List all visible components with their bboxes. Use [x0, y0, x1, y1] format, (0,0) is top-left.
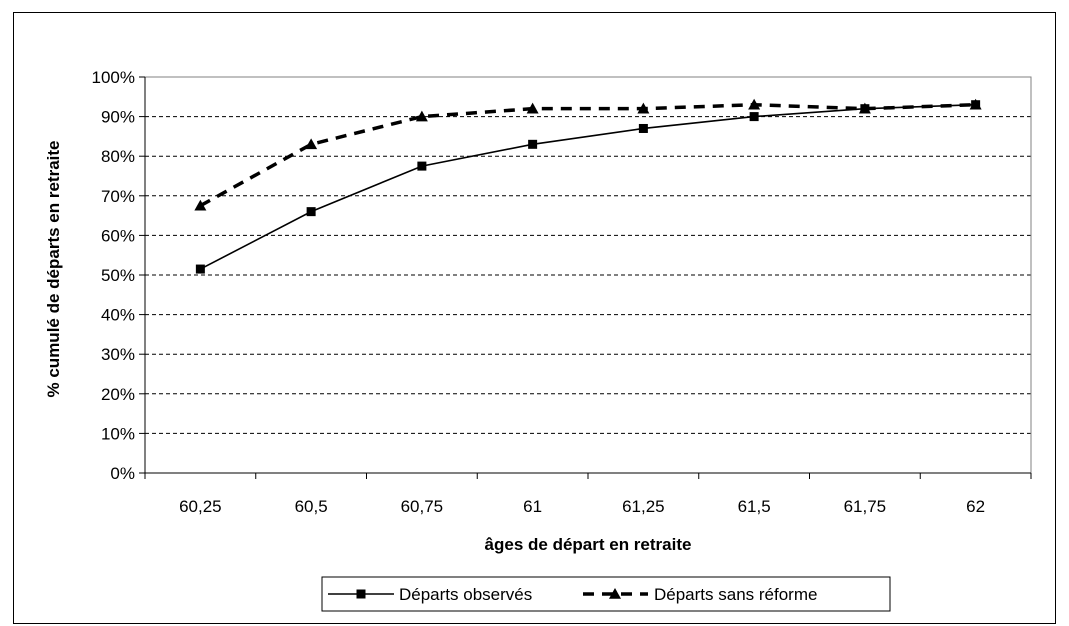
data-point	[638, 123, 648, 133]
data-point	[417, 161, 427, 171]
y-tick-label: 30%	[101, 345, 135, 364]
data-point	[858, 102, 871, 114]
legend-label: Départs observés	[399, 585, 532, 604]
series	[194, 98, 982, 274]
x-tick-label: 61	[523, 497, 542, 516]
y-tick-label: 40%	[101, 306, 135, 325]
data-point	[306, 207, 316, 217]
data-point	[415, 110, 428, 122]
y-tick-label: 70%	[101, 187, 135, 206]
data-point	[748, 98, 761, 110]
series-departs-observes	[195, 100, 981, 274]
legend: Départs observés Départs sans réforme	[321, 576, 891, 612]
y-tick-label: 80%	[101, 147, 135, 166]
data-point	[195, 264, 205, 274]
chart-frame	[13, 12, 1056, 624]
legend-items: Départs observés Départs sans réforme	[328, 585, 817, 604]
y-tick-label: 50%	[101, 266, 135, 285]
data-point	[637, 102, 650, 114]
y-tick-label: 60%	[101, 226, 135, 245]
legend-swatch-marker	[356, 589, 366, 599]
series-line	[199, 102, 976, 208]
x-tick-label: 62	[966, 497, 985, 516]
data-point	[969, 98, 982, 110]
y-tick-label: 90%	[101, 108, 135, 127]
x-tick-label: 61,75	[844, 497, 887, 516]
data-point	[526, 102, 539, 114]
gridlines	[145, 76, 1031, 434]
x-tick-label: 61,5	[738, 497, 771, 516]
x-tick-labels: 60,25 60,5 60,75 61 61,25 61,5 61,75 62	[179, 497, 985, 516]
y-tick-label: 20%	[101, 385, 135, 404]
y-axis-title: % cumulé de départs en retraite	[44, 141, 63, 398]
axes	[139, 76, 1032, 479]
legend-item-departs-observes: Départs observés	[328, 585, 532, 604]
y-tick-label: 10%	[101, 424, 135, 443]
data-point	[194, 199, 207, 211]
y-tick-label: 0%	[110, 464, 135, 483]
x-tick-label: 61,25	[622, 497, 665, 516]
legend-swatch-marker	[609, 588, 621, 599]
data-point	[749, 112, 759, 122]
y-tick-labels: 0% 10% 20% 30% 40% 50% 60% 70% 80% 90% 100%	[92, 68, 135, 483]
x-tick-label: 60,5	[295, 497, 328, 516]
y-tick-label: 100%	[92, 68, 135, 87]
series-line	[200, 103, 976, 270]
data-point	[305, 138, 318, 150]
legend-label: Départs sans réforme	[654, 585, 817, 604]
legend-item-departs-sans-reforme: Départs sans réforme	[583, 585, 817, 604]
x-tick-label: 60,75	[401, 497, 444, 516]
series-departs-sans-reforme	[194, 98, 982, 211]
x-tick-label: 60,25	[179, 497, 222, 516]
x-axis-title: âges de départ en retraite	[485, 535, 692, 554]
data-point	[528, 139, 538, 149]
